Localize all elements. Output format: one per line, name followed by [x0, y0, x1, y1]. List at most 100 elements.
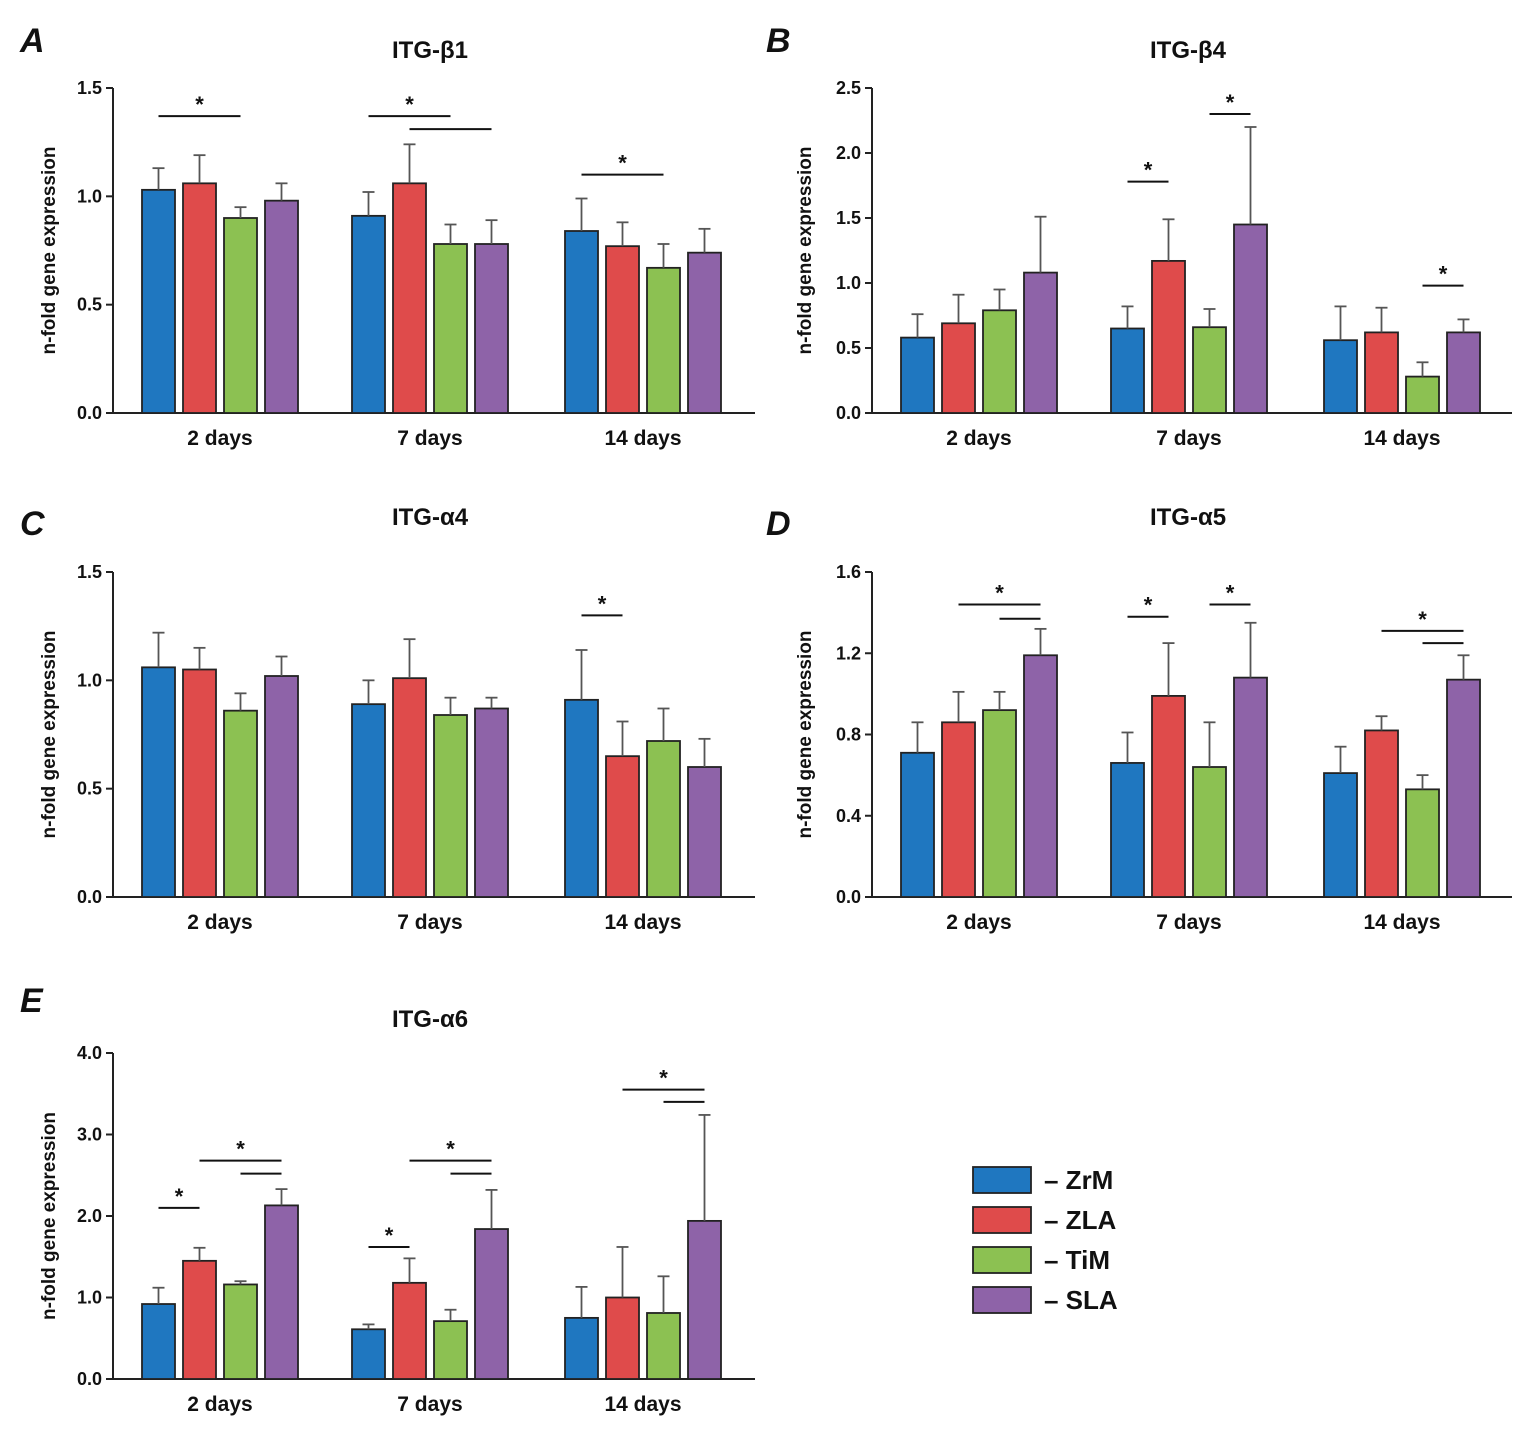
significance-star: *	[618, 151, 627, 176]
bar-zla	[182, 668, 217, 898]
bar-zrm	[141, 1303, 176, 1380]
legend-label: – ZLA	[1044, 1205, 1116, 1235]
y-tick-label: 0.0	[77, 403, 102, 423]
bar-zrm	[351, 214, 386, 414]
bar-zrm	[900, 336, 935, 414]
panel-letter: D	[766, 505, 791, 543]
x-category-label: 7 days	[1156, 911, 1221, 934]
x-category-label: 14 days	[604, 911, 681, 934]
y-tick-label: 1.6	[836, 562, 861, 582]
x-category-label: 2 days	[187, 427, 252, 450]
bar-zrm	[1110, 762, 1145, 898]
bar-sla	[264, 1204, 299, 1380]
bar-zrm	[1323, 772, 1358, 898]
x-category-label: 2 days	[946, 427, 1011, 450]
bar-tim	[1405, 375, 1440, 414]
bar-tim	[646, 740, 681, 898]
significance-star: *	[1226, 90, 1235, 115]
bar-zrm	[351, 1328, 386, 1380]
y-tick-label: 4.0	[77, 1043, 102, 1063]
y-tick-label: 0.0	[836, 887, 861, 907]
bar-sla	[1446, 678, 1481, 898]
legend-swatch	[972, 1286, 1032, 1314]
significance-star: *	[385, 1223, 394, 1248]
panel-b: B ITG-β4 n-fold gene expression 0.0 0.5 1.0 1.…	[766, 22, 1512, 450]
legend-label: – ZrM	[1044, 1165, 1113, 1195]
bar-zrm	[1110, 327, 1145, 414]
panel-letter: B	[766, 22, 791, 60]
y-tick-label: 0.5	[77, 779, 102, 799]
panel-e: E ITG-α6 n-fold gene expression 0.0 1.0 2.0 3.…	[20, 982, 755, 1416]
chart-title: ITG-α4	[392, 504, 469, 531]
x-category-label: 7 days	[397, 911, 462, 934]
significance-star: *	[659, 1066, 668, 1091]
y-tick-label: 0.0	[77, 887, 102, 907]
chart-title: ITG-α6	[392, 1006, 468, 1033]
bar-zrm	[900, 751, 935, 898]
y-tick-label: 2.0	[77, 1206, 102, 1226]
bar-tim	[1192, 766, 1227, 898]
bar-zrm	[564, 1316, 599, 1380]
y-tick-label: 1.5	[77, 78, 102, 98]
bar-zla	[392, 182, 427, 414]
bar-tim	[433, 714, 468, 898]
bar-zrm	[351, 703, 386, 898]
significance-star: *	[598, 591, 607, 616]
bar-sla	[1023, 271, 1058, 414]
y-tick-label: 0.5	[77, 295, 102, 315]
significance-star: *	[1144, 158, 1153, 183]
bar-sla	[1233, 676, 1268, 898]
bar-sla	[687, 766, 722, 898]
x-category-label: 14 days	[1363, 911, 1440, 934]
y-axis-label: n-fold gene expression	[39, 631, 60, 839]
significance-star: *	[405, 92, 414, 117]
panel-c: C ITG-α4 n-fold gene expression 0.0 0.5 1.0 1.…	[20, 504, 755, 934]
y-tick-label: 1.5	[836, 208, 861, 228]
chart-title: ITG-β4	[1150, 37, 1227, 64]
chart-title: ITG-α5	[1150, 504, 1226, 531]
bar-zrm	[141, 188, 176, 414]
panel-letter: A	[19, 22, 45, 60]
y-axis-label: n-fold gene expression	[39, 147, 60, 355]
x-category-label: 7 days	[1156, 427, 1221, 450]
y-tick-label: 3.0	[77, 1125, 102, 1145]
significance-star: *	[175, 1184, 184, 1209]
y-axis-label: n-fold gene expression	[795, 631, 816, 839]
y-tick-label: 1.2	[836, 643, 861, 663]
bar-zrm	[1323, 339, 1358, 414]
bar-zla	[1364, 729, 1399, 898]
bar-tim	[223, 709, 258, 898]
x-category-label: 7 days	[397, 1393, 462, 1416]
bar-zrm	[141, 666, 176, 898]
y-tick-label: 0.0	[77, 1369, 102, 1389]
bar-tim	[1405, 788, 1440, 898]
bar-sla	[264, 675, 299, 898]
bar-zla	[1151, 259, 1186, 414]
bar-sla	[1446, 331, 1481, 414]
bar-zla	[605, 755, 640, 898]
bar-zla	[605, 245, 640, 414]
x-category-label: 7 days	[397, 427, 462, 450]
y-tick-label: 0.0	[836, 403, 861, 423]
legend-label: – SLA	[1044, 1285, 1118, 1315]
y-tick-label: 1.0	[77, 1288, 102, 1308]
bar-sla	[1023, 654, 1058, 898]
panel-d: D ITG-α5 n-fold gene expression 0.0 0.4 0.8 1.…	[766, 504, 1512, 934]
significance-star: *	[995, 581, 1004, 606]
significance-star: *	[1418, 607, 1427, 632]
bar-sla	[687, 251, 722, 414]
bar-zrm	[564, 230, 599, 414]
x-category-label: 14 days	[1363, 427, 1440, 450]
bar-sla	[474, 707, 509, 898]
panel-letter: E	[20, 982, 44, 1020]
panel-letter: C	[20, 505, 45, 543]
y-tick-label: 2.0	[836, 143, 861, 163]
bar-tim	[646, 1312, 681, 1380]
bar-sla	[474, 1228, 509, 1380]
legend-swatch	[972, 1206, 1032, 1234]
significance-star: *	[236, 1137, 245, 1162]
y-tick-label: 2.5	[836, 78, 861, 98]
y-tick-label: 1.0	[836, 273, 861, 293]
bar-sla	[264, 199, 299, 414]
bar-tim	[982, 309, 1017, 414]
